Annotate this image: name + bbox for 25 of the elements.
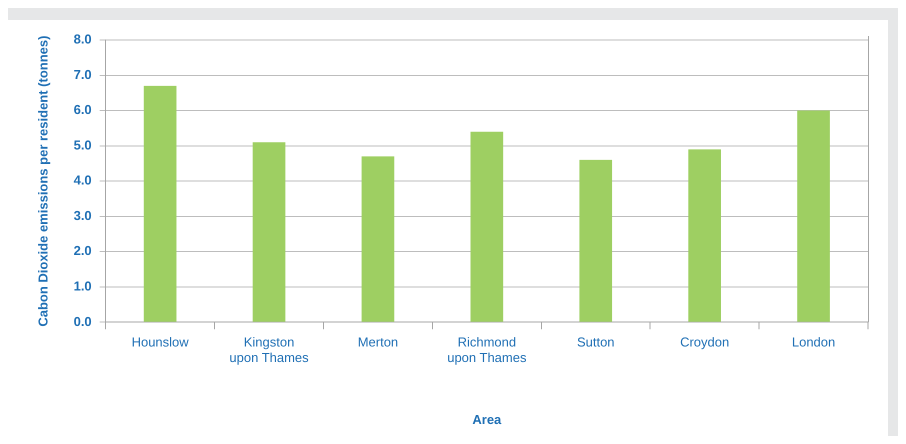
y-tick-label: 8.0 xyxy=(74,32,92,47)
x-axis-title: Area xyxy=(472,412,502,427)
bar xyxy=(470,132,504,322)
bar xyxy=(362,156,394,322)
x-tick-label: Kingston upon Thames xyxy=(229,334,310,366)
bar xyxy=(579,160,612,322)
y-axis-title: Cabon Dioxide emissions per resident (tonnes) xyxy=(35,36,50,327)
x-tick-label: Croydon xyxy=(680,334,730,350)
y-tick-label: 6.0 xyxy=(74,102,92,118)
y-tick-label: 7.0 xyxy=(74,66,92,82)
y-tick-label: 1.0 xyxy=(74,278,92,294)
x-tick-label: Merton xyxy=(358,334,398,350)
y-tick-label: 3.0 xyxy=(74,208,92,223)
y-tick-label: 0.0 xyxy=(74,314,92,329)
x-tick-label: Sutton xyxy=(576,334,615,350)
bar xyxy=(144,86,176,322)
x-tick-label: London xyxy=(792,334,836,350)
bar xyxy=(252,142,286,322)
x-tick-label: Richmond upon Thames xyxy=(447,334,527,366)
y-tick-label: 2.0 xyxy=(74,243,92,258)
x-tick-label: Hounslow xyxy=(132,334,190,350)
bar xyxy=(797,110,830,322)
y-tick-label: 5.0 xyxy=(74,137,92,152)
bar xyxy=(688,149,721,322)
y-tick-label: 4.0 xyxy=(74,172,92,188)
